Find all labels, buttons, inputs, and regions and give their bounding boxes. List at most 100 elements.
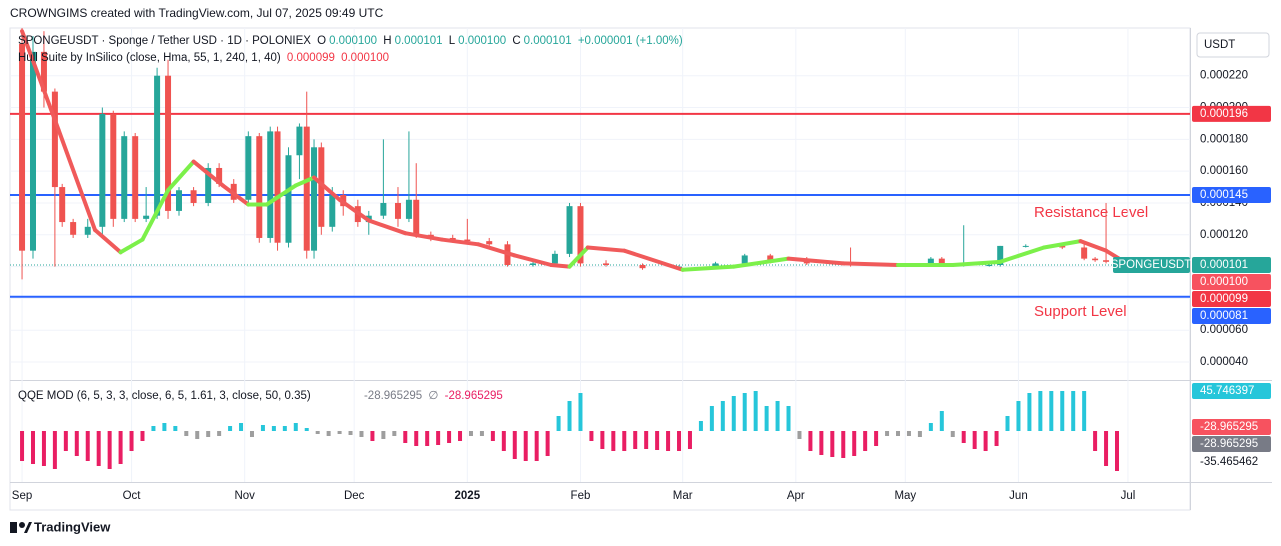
candle-body [274,131,281,243]
value-badge [1192,383,1271,399]
legend-main: SPONGEUSDT · Sponge / Tether USD · 1D · … [18,35,686,47]
candle-body [245,136,252,200]
qqe-bar [994,431,999,446]
candle-body [566,206,573,254]
candle-body [267,131,274,238]
qqe-bar [764,406,769,431]
hull-segment [622,248,685,272]
qqe-bar [1071,391,1076,431]
qqe-bar [173,426,178,431]
hull-segment [1078,239,1109,253]
qqe-bar [600,431,605,449]
candle-body [741,255,748,264]
qqe-bar [589,431,594,441]
hull-segment [731,256,791,269]
price-badge-label: 0.000099 [1200,293,1248,305]
candle-body [639,264,646,269]
qqe-bar [337,431,342,434]
price-badge-label: 0.000081 [1200,310,1248,322]
hull-segment [680,264,736,272]
y-tick-label: 0.000160 [1200,165,1248,177]
value-badge-label: 45.746397 [1200,385,1254,397]
qqe-bar [961,431,966,443]
candle-body [603,263,610,265]
qqe-bar [304,428,309,431]
legend-qqe: QQE MOD (6, 5, 3, 3, close, 6, 5, 1.61, … [18,388,506,402]
qqe-bar [162,423,167,431]
qqe-bar [655,431,660,450]
value: -28.965295 [444,390,503,402]
candle-body [986,264,993,266]
x-tick-label: Mar [673,490,693,502]
price-badge [1192,307,1271,324]
qqe-bar [852,431,857,456]
hull-segment [439,237,481,247]
qqe-bar [644,431,649,449]
qqe-bar [249,431,254,437]
qqe-bar [698,421,703,431]
hull-segment [567,245,590,269]
qqe-bar [293,423,298,431]
label: H [383,35,392,47]
frame [9,27,1191,511]
hull-segment [337,197,371,223]
candle-body [51,91,58,188]
qqe-bar [217,431,222,436]
candle-body [19,43,26,251]
x-tick-label: 2025 [455,490,481,502]
qqe-bar [808,431,813,451]
candle-body [577,206,584,264]
qqe-bar [983,431,988,451]
value: 0.000101 [523,35,572,47]
value-badge-label: -28.965295 [1200,438,1258,450]
hull-segment [312,175,342,202]
qqe-bar [74,431,79,456]
qqe-bar [260,425,265,431]
x-tick-label: May [894,490,916,502]
candle-body [803,261,810,264]
qqe-bar [239,423,244,431]
qqe-bar [863,431,868,451]
qqe-bar [1115,431,1120,471]
qqe-bar [129,431,134,451]
hull-segment [293,175,317,188]
candle-body [40,51,47,92]
candle-body [59,187,66,223]
candle-body [486,241,493,245]
candle-body [175,190,182,211]
qqe-bar [1093,431,1098,451]
hull-segment [191,159,225,188]
qqe-bar [939,411,944,431]
currency-box [1196,32,1270,58]
candle-body [318,147,325,227]
candle-body [132,136,139,219]
candle-body [296,126,303,156]
price-badge [1192,105,1271,122]
qqe-bar [666,431,671,451]
candle-body [84,226,91,235]
candle-body [311,147,318,251]
qqe-bar [1082,391,1087,431]
qqe-bar [677,431,682,451]
candle-body [121,136,128,219]
qqe-bar [206,431,211,437]
candle-body [413,199,420,235]
qqe-bar [874,431,879,446]
qqe-bar [742,393,747,431]
label: C [512,35,521,47]
qqe-bar [928,423,933,431]
hull-segment [950,259,1003,267]
qqe-bar [896,431,901,436]
x-tick-label: Jul [1121,490,1136,502]
qqe-bar [567,401,572,431]
hull-segment [166,159,196,193]
hull-segment [549,262,572,269]
candle-body [154,75,161,216]
qqe-bar [578,393,583,431]
qqe-bar [1005,416,1010,431]
qqe-bar [271,426,276,431]
qqe-bar [775,401,780,431]
y-tick-label: 0.000060 [1200,324,1248,336]
candle-body [551,253,558,264]
